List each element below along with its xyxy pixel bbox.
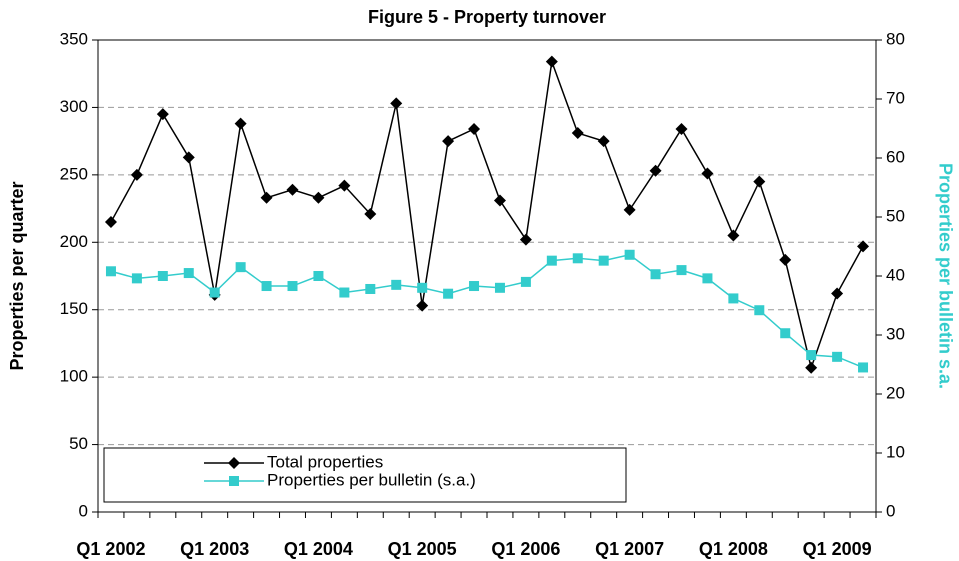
- y2-tick-label: 80: [886, 29, 905, 48]
- x-tick-label: Q1 2008: [699, 539, 768, 559]
- y2-tick-label: 0: [886, 501, 895, 520]
- series-line: [110, 61, 864, 371]
- data-point: [130, 168, 143, 181]
- y2-tick-label: 30: [886, 324, 905, 343]
- y2-axis-title: Properties per bulletin s.a.: [935, 163, 955, 389]
- legend-marker: [229, 476, 239, 486]
- y2-tick-label: 40: [886, 265, 905, 284]
- y-tick-label: 200: [60, 232, 88, 251]
- y-tick-label: 50: [69, 434, 88, 453]
- data-point: [493, 194, 506, 207]
- y2-tick-label: 70: [886, 88, 905, 107]
- data-point: [391, 279, 402, 290]
- data-point: [182, 151, 195, 164]
- data-point: [805, 361, 818, 374]
- data-point: [519, 233, 532, 246]
- legend-marker: [228, 457, 240, 469]
- data-point: [469, 281, 480, 292]
- y2-tick-label: 60: [886, 147, 905, 166]
- series-line: [110, 253, 864, 369]
- data-point: [416, 299, 429, 312]
- data-point: [649, 164, 662, 177]
- data-point: [286, 183, 299, 196]
- plot-frame: [97, 39, 877, 513]
- y-tick-label: 0: [79, 501, 88, 520]
- data-point: [131, 273, 142, 284]
- data-point: [598, 255, 609, 266]
- data-point: [676, 265, 687, 276]
- data-point: [831, 287, 844, 300]
- data-point: [494, 282, 505, 293]
- chart-title: Figure 5 - Property turnover: [368, 7, 606, 27]
- data-point: [364, 207, 377, 220]
- data-point: [313, 271, 324, 281]
- data-point: [520, 276, 531, 287]
- data-point: [443, 288, 454, 299]
- data-point: [545, 55, 558, 68]
- data-point: [702, 273, 713, 284]
- data-point: [832, 351, 843, 362]
- data-point: [209, 287, 220, 298]
- data-point: [287, 281, 298, 292]
- data-point: [234, 117, 247, 130]
- data-point: [546, 255, 557, 266]
- data-point: [390, 97, 403, 110]
- y-axis-title: Properties per quarter: [7, 181, 27, 370]
- legend-box: [103, 447, 627, 503]
- data-point: [339, 287, 350, 298]
- data-point: [312, 191, 325, 204]
- data-point: [650, 269, 661, 280]
- data-point: [728, 293, 739, 304]
- data-point: [754, 305, 765, 316]
- y2-tick-label: 10: [886, 442, 905, 461]
- data-point: [260, 191, 273, 204]
- data-point: [442, 135, 455, 148]
- data-point: [780, 328, 791, 339]
- data-point: [183, 268, 194, 279]
- x-tick-label: Q1 2004: [284, 539, 353, 559]
- y-tick-label: 150: [60, 299, 88, 318]
- legend-label: Total properties: [267, 452, 383, 471]
- data-point: [157, 271, 168, 281]
- data-point: [858, 362, 869, 373]
- data-point: [105, 266, 116, 277]
- data-point: [235, 262, 246, 273]
- data-point: [857, 240, 870, 253]
- data-point: [572, 253, 583, 264]
- x-tick-label: Q1 2009: [803, 539, 872, 559]
- y-tick-label: 100: [60, 367, 88, 386]
- data-point: [597, 135, 610, 148]
- data-point: [624, 249, 635, 260]
- x-tick-label: Q1 2003: [180, 539, 249, 559]
- y2-tick-label: 50: [886, 206, 905, 225]
- x-tick-label: Q1 2006: [491, 539, 560, 559]
- data-point: [675, 123, 688, 136]
- data-point: [365, 283, 376, 294]
- y-tick-label: 350: [60, 29, 88, 48]
- data-point: [156, 108, 169, 121]
- data-point: [753, 175, 766, 188]
- data-point: [701, 167, 714, 180]
- y-tick-label: 250: [60, 164, 88, 183]
- x-tick-label: Q1 2005: [388, 539, 457, 559]
- x-tick-label: Q1 2007: [595, 539, 664, 559]
- legend-label: Properties per bulletin (s.a.): [267, 470, 476, 489]
- data-point: [468, 123, 481, 136]
- data-point: [806, 350, 817, 361]
- y2-tick-label: 20: [886, 383, 905, 402]
- y-tick-label: 300: [60, 97, 88, 116]
- data-point: [727, 229, 740, 242]
- data-point: [338, 179, 351, 192]
- data-point: [417, 282, 428, 293]
- data-point: [779, 253, 792, 266]
- data-point: [623, 203, 636, 216]
- data-point: [261, 281, 272, 292]
- data-point: [571, 127, 584, 140]
- x-tick-label: Q1 2002: [76, 539, 145, 559]
- data-point: [104, 216, 117, 229]
